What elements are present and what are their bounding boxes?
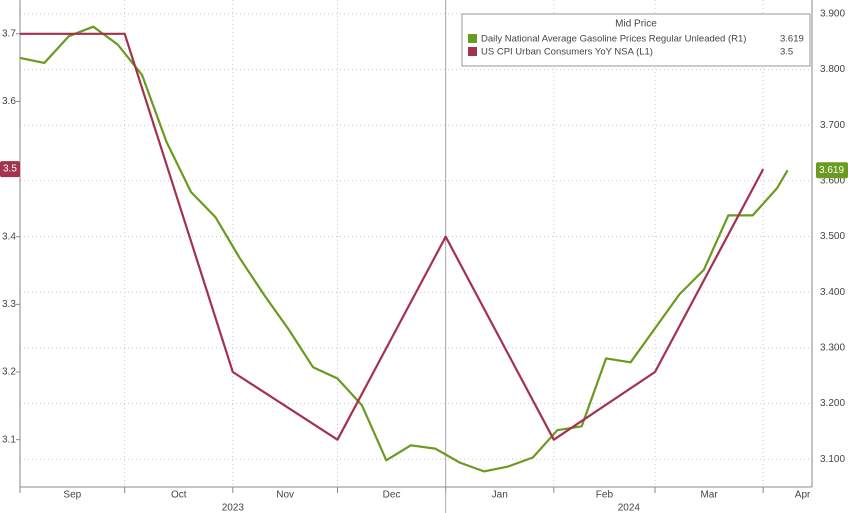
- y2-tick-label: 3.200: [820, 398, 845, 409]
- year-label: 2023: [222, 503, 245, 513]
- legend-title: Mid Price: [615, 19, 657, 30]
- x-tick-label: Apr: [795, 490, 811, 501]
- value-tag: [0, 161, 20, 178]
- y2-tick-label: 3.900: [820, 9, 845, 20]
- x-tick-label: Feb: [596, 490, 614, 501]
- y2-tick-label: 3.100: [820, 454, 845, 465]
- x-tick-label: Mar: [700, 490, 718, 501]
- legend-value: 3.619: [780, 34, 804, 45]
- series-line: [20, 32, 765, 441]
- year-label: 2024: [618, 503, 641, 513]
- x-tick-label: Jan: [492, 490, 508, 501]
- x-tick-label: Nov: [276, 490, 294, 501]
- y2-tick-label: 3.600: [820, 176, 845, 187]
- y2-tick-label: 3.500: [820, 231, 845, 242]
- legend-swatch: [468, 47, 477, 56]
- y-tick-label: 3.6: [2, 96, 16, 107]
- y2-tick-label: 3.400: [820, 287, 845, 298]
- legend-box: [461, 13, 811, 67]
- x-tick-label: Dec: [383, 490, 401, 501]
- y-tick-label: 3.2: [2, 367, 16, 378]
- x-tick-label: Sep: [63, 490, 81, 501]
- legend-label: US CPI Urban Consumers YoY NSA (L1): [481, 47, 653, 58]
- value-tag-label: 3.5: [3, 164, 17, 175]
- series-line: [19, 25, 789, 473]
- y-tick-label: 3.3: [2, 299, 16, 310]
- value-tag-label: 3.619: [819, 165, 844, 176]
- y2-tick-label: 3.700: [820, 120, 845, 131]
- legend-value: 3.5: [780, 47, 793, 58]
- y2-tick-label: 3.800: [820, 64, 845, 75]
- y-tick-label: 3.1: [2, 434, 16, 445]
- value-tag: [816, 162, 848, 179]
- legend-label: Daily National Average Gasoline Prices R…: [481, 34, 746, 45]
- y2-tick-label: 3.300: [820, 342, 845, 353]
- legend-swatch: [468, 34, 477, 43]
- x-tick-label: Oct: [171, 490, 187, 501]
- y-tick-label: 3.4: [2, 231, 16, 242]
- y-tick-label: 3.7: [2, 28, 16, 39]
